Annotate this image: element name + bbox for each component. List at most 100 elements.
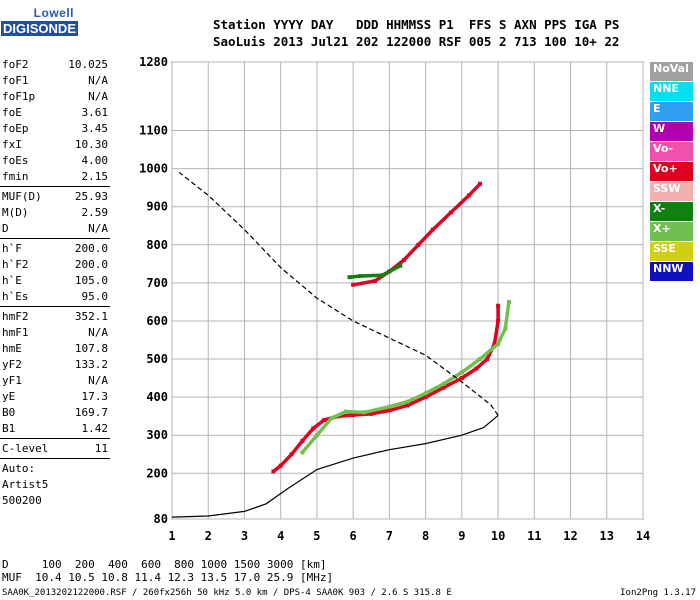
data-point <box>372 278 377 283</box>
y-tick-label: 300 <box>146 428 168 442</box>
x-tick-label: 1 <box>168 529 175 543</box>
auto-label-0: Auto: <box>2 462 36 475</box>
data-point <box>322 417 327 422</box>
param-name: foEs <box>2 154 29 167</box>
data-point <box>503 326 508 331</box>
y-tick-label: 80 <box>154 512 168 526</box>
legend-item-sse: SSE <box>650 242 693 261</box>
param-row-yf2: yF2 133.2 <box>0 357 110 373</box>
data-point <box>300 438 305 443</box>
data-point <box>496 318 501 323</box>
muf-table: D 100 200 400 600 800 1000 1500 3000 [km… <box>2 558 333 584</box>
data-point <box>401 258 406 263</box>
series-profile <box>171 414 499 518</box>
param-row-hmf1: hmF1 N/A <box>0 325 110 341</box>
data-point <box>492 341 497 346</box>
param-row-d: D N/A <box>0 221 110 237</box>
param-name: fmin <box>2 170 29 183</box>
x-tick-label: 2 <box>205 529 212 543</box>
data-point <box>351 413 356 418</box>
data-point <box>423 395 428 400</box>
param-value: N/A <box>88 222 108 235</box>
param-row-h-es: h`Es 95.0 <box>0 289 110 305</box>
param-row-m-d-: M(D) 2.59 <box>0 205 110 221</box>
param-value: 10.025 <box>68 58 108 71</box>
data-point <box>311 426 316 431</box>
lowell-logo: Lowell DIGISONDE <box>1 6 78 38</box>
param-divider <box>0 186 110 187</box>
param-name: M(D) <box>2 206 29 219</box>
legend-item-vo-: Vo- <box>650 142 693 161</box>
param-value: 107.8 <box>74 342 108 355</box>
data-point <box>467 193 472 198</box>
y-tick-label: 1100 <box>139 124 168 138</box>
param-row-muf-d-: MUF(D) 25.93 <box>0 189 110 205</box>
polarization-legend: NoVal NNE E W Vo- Vo+ SSW X- X+ SSE NNW <box>650 62 693 282</box>
data-point <box>387 408 392 413</box>
data-point <box>362 410 367 415</box>
data-point <box>343 409 348 414</box>
logo-line1: Lowell <box>33 6 74 20</box>
y-tick-label: 200 <box>146 466 168 480</box>
data-point <box>314 433 319 438</box>
param-value: 200.0 <box>74 242 108 255</box>
param-name: D <box>2 222 9 235</box>
param-value: 95.0 <box>81 290 109 303</box>
x-tick-label: 4 <box>277 529 284 543</box>
plot-area <box>171 61 644 520</box>
legend-item-x-: X- <box>650 202 693 221</box>
param-value: 25.93 <box>74 190 108 203</box>
x-tick-label: 7 <box>386 529 393 543</box>
param-name: h`E <box>2 274 22 287</box>
param-value: 10.30 <box>74 138 108 151</box>
muf-value-row: MUF 10.4 10.5 10.8 11.4 12.3 13.5 17.0 2… <box>2 571 334 584</box>
param-row-c-level: C-level 11 <box>0 441 110 457</box>
param-value: 2.15 <box>81 170 109 183</box>
param-value: 133.2 <box>74 358 108 371</box>
param-divider <box>0 438 110 439</box>
legend-item-nne: NNE <box>650 82 693 101</box>
data-point <box>300 450 305 455</box>
legend-item-ssw: SSW <box>650 182 693 201</box>
data-point <box>278 463 283 468</box>
muf-distance-row: D 100 200 400 600 800 1000 1500 3000 [km… <box>2 558 327 571</box>
station-header: Station YYYY DAY DDD HHMMSS P1 FFS S AXN… <box>213 16 619 50</box>
data-point <box>405 403 410 408</box>
param-value: 352.1 <box>74 310 108 323</box>
param-name: B0 <box>2 406 16 419</box>
param-value: N/A <box>88 374 108 387</box>
y-tick-label: 700 <box>146 276 168 290</box>
param-name: foF1 <box>2 74 29 87</box>
param-row-ye: yE 17.3 <box>0 389 110 405</box>
data-point <box>441 385 446 390</box>
param-row-yf1: yF1 N/A <box>0 373 110 389</box>
param-divider <box>0 306 110 307</box>
data-point <box>289 452 294 457</box>
data-point <box>398 263 403 268</box>
data-point <box>496 303 501 308</box>
x-tick-label: 5 <box>313 529 320 543</box>
data-point <box>380 273 385 278</box>
param-name: yE <box>2 390 16 403</box>
legend-item-nnw: NNW <box>650 262 693 281</box>
param-name: h`F2 <box>2 258 29 271</box>
x-tick-label: 8 <box>422 529 429 543</box>
y-tick-label: 800 <box>146 238 168 252</box>
x-tick-label: 12 <box>563 529 577 543</box>
x-tick-label: 11 <box>527 529 541 543</box>
param-divider <box>0 238 110 239</box>
param-value: 4.00 <box>81 154 109 167</box>
x-tick-label: 3 <box>241 529 248 543</box>
data-point <box>477 181 482 186</box>
data-point <box>405 399 410 404</box>
data-point <box>423 391 428 396</box>
param-value: 200.0 <box>74 258 108 271</box>
data-point <box>496 341 501 346</box>
param-value: 11 <box>94 442 108 455</box>
header-line2: SaoLuis 2013 Jul21 202 122000 RSF 005 2 … <box>213 34 620 49</box>
legend-item-w: W <box>650 122 693 141</box>
param-row-fxi: fxI 10.30 <box>0 137 110 153</box>
data-point <box>358 274 363 279</box>
param-name: h`F <box>2 242 22 255</box>
